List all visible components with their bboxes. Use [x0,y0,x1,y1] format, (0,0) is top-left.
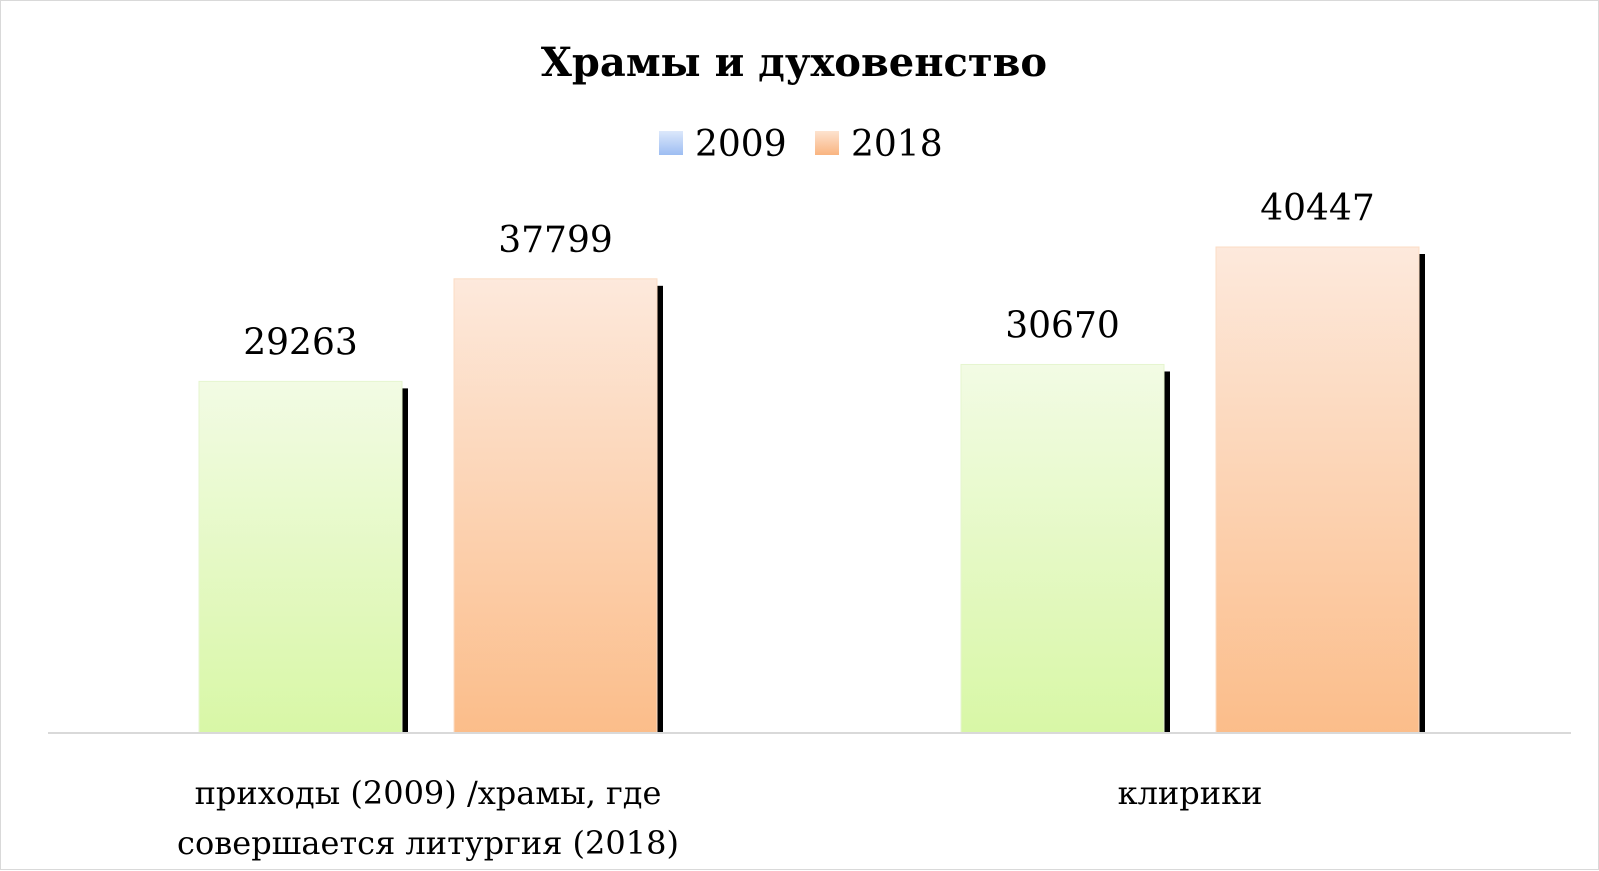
bar-2009-1 [960,363,1165,734]
legend-label: 2018 [851,124,943,165]
bar-shadow [401,388,408,733]
data-label: 29263 [243,322,358,363]
bar-shadow [656,285,663,733]
data-label: 37799 [498,220,613,261]
legend: 2009 2018 [659,124,943,165]
bar-2018-0 [453,278,658,734]
category-labels: приходы (2009) /храмы, где совершается ли… [177,774,1262,862]
legend-label: 2009 [695,124,787,165]
legend-swatch-2009 [659,131,683,155]
category-label: клирики [1118,774,1263,812]
bar-shadow [1418,254,1425,733]
category-label: приходы (2009) /храмы, где [195,774,662,812]
data-label: 30670 [1005,305,1120,346]
bar-2009-0 [198,380,403,734]
legend-swatch-2018 [815,131,839,155]
data-label: 40447 [1260,188,1375,229]
bar-2018-1 [1215,246,1420,734]
bars-group: 29263 37799 30670 40447 [198,188,1425,734]
category-label: совершается литургия (2018) [177,824,679,862]
bar-shadow [1163,371,1170,733]
chart-title: Храмы и духовенство [541,39,1047,86]
